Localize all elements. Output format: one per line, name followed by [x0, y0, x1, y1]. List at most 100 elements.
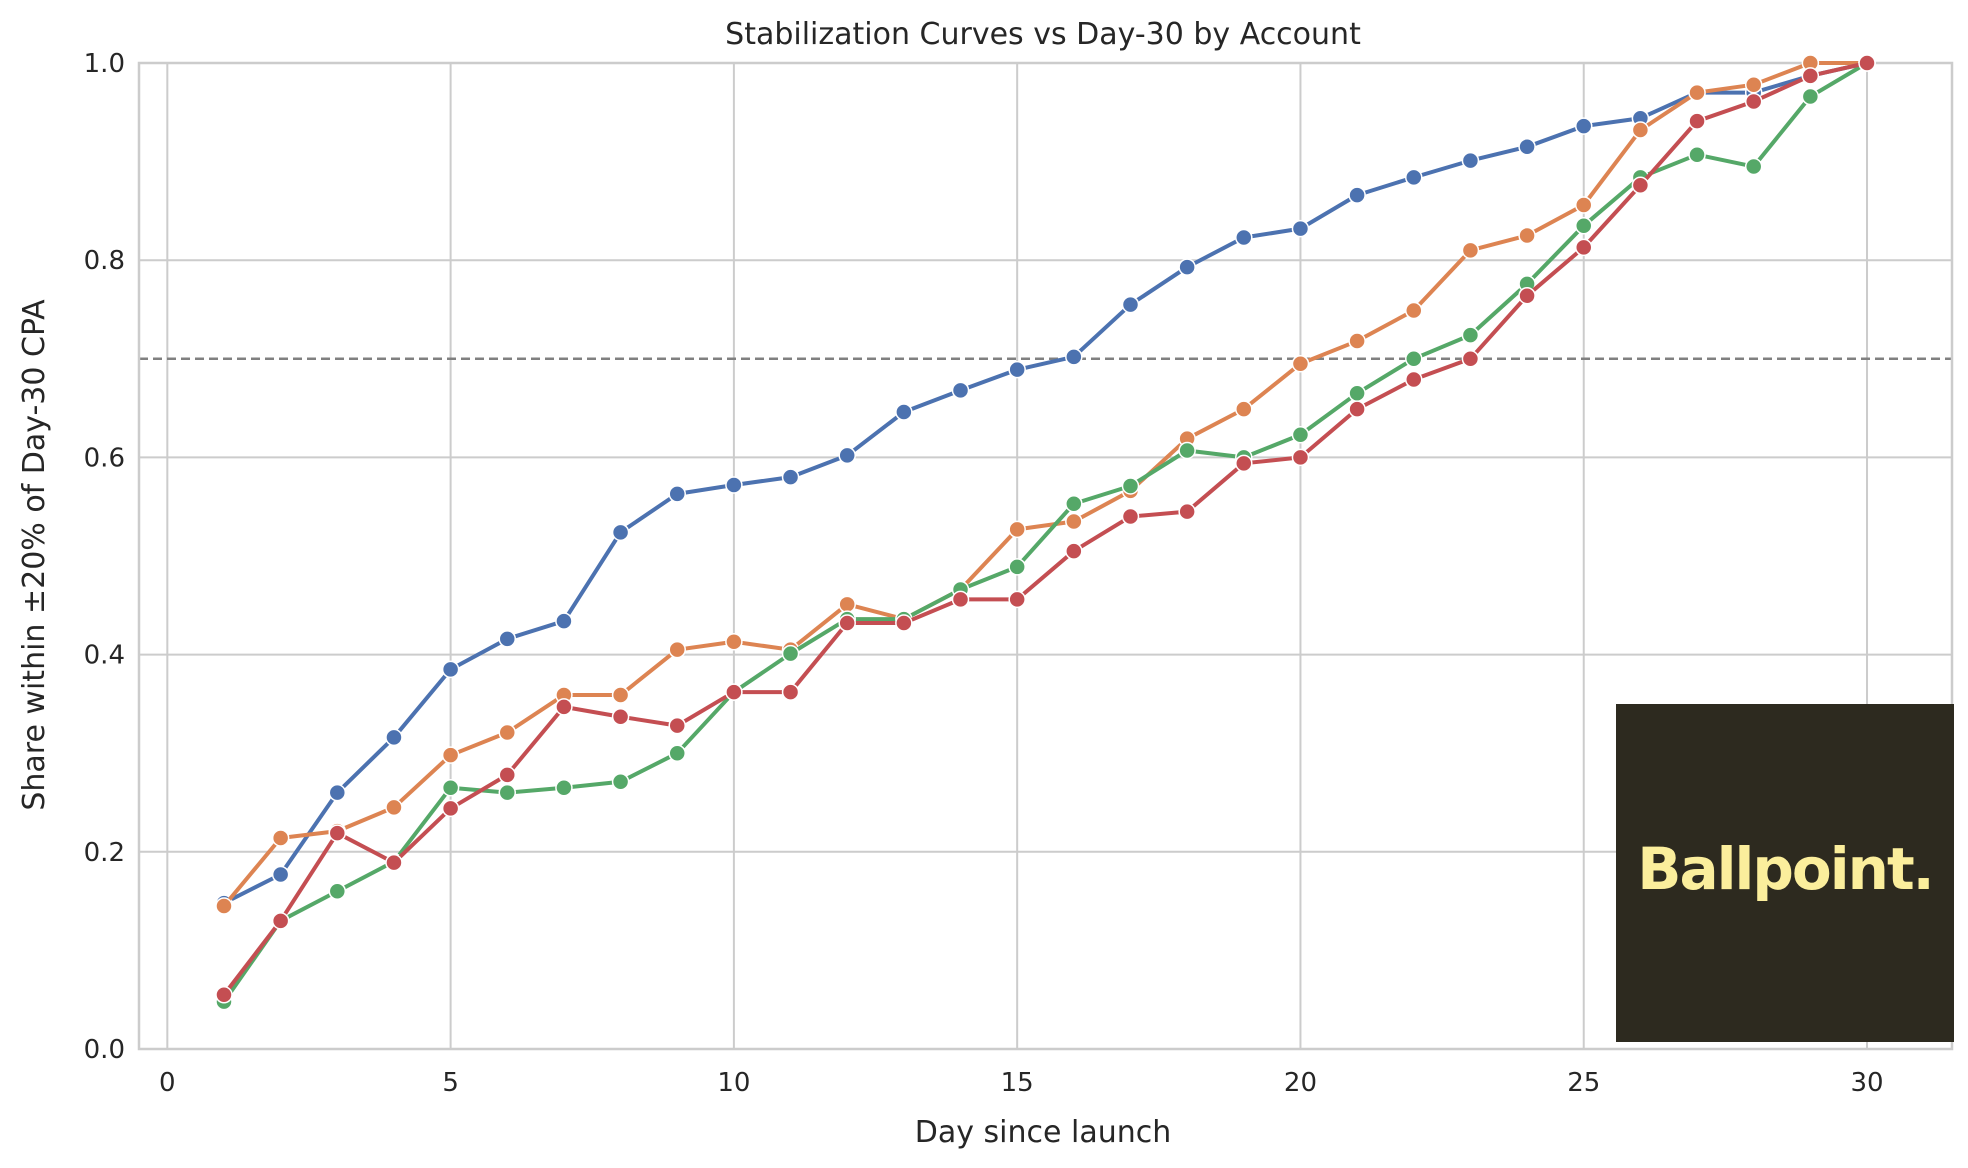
data-point	[1121, 477, 1140, 495]
data-point	[1574, 238, 1593, 257]
data-point	[1065, 512, 1083, 531]
data-point	[951, 590, 970, 609]
data-point	[1574, 117, 1593, 135]
data-point	[611, 523, 630, 542]
data-point	[1688, 145, 1706, 164]
data-point	[1121, 295, 1140, 314]
data-point	[1518, 138, 1536, 156]
series-line	[221, 61, 1870, 997]
data-point	[555, 778, 573, 797]
data-point	[1688, 112, 1706, 130]
data-point	[1008, 590, 1026, 609]
data-point	[1461, 350, 1480, 368]
chart-title: Stabilization Curves vs Day-30 by Accoun…	[725, 17, 1361, 52]
data-point	[611, 707, 630, 726]
y-tick-label: 0.8	[84, 246, 125, 276]
data-point	[611, 686, 630, 704]
data-point	[328, 824, 347, 842]
data-point	[1801, 87, 1820, 106]
data-point	[271, 912, 290, 930]
data-point	[668, 485, 686, 503]
data-point	[1235, 228, 1253, 247]
data-point	[1348, 384, 1366, 403]
data-point	[781, 468, 800, 486]
data-point	[1291, 425, 1310, 444]
logo-background	[1616, 704, 1954, 1042]
data-point	[725, 633, 743, 651]
x-tick-label: 25	[1567, 1068, 1600, 1098]
data-point	[441, 660, 460, 679]
data-point	[385, 728, 403, 747]
x-tick-label: 0	[159, 1068, 176, 1098]
data-point	[1801, 67, 1820, 85]
data-point	[781, 644, 800, 663]
data-point	[215, 986, 233, 1004]
plot-frame	[137, 61, 1954, 1051]
x-tick-label: 30	[1850, 1068, 1883, 1098]
y-tick-label: 0.6	[84, 443, 125, 473]
data-point	[555, 698, 573, 716]
data-point	[1348, 332, 1366, 350]
x-tick-label: 15	[1001, 1068, 1034, 1098]
data-point	[498, 723, 517, 742]
data-point	[895, 614, 913, 632]
data-point	[1518, 226, 1536, 245]
data-point	[1065, 348, 1083, 366]
data-point	[498, 783, 517, 802]
data-point	[1065, 494, 1083, 513]
data-point	[1461, 151, 1480, 170]
data-point	[1178, 441, 1196, 460]
data-point	[1461, 326, 1480, 344]
y-tick-label: 0.0	[84, 1035, 125, 1065]
x-tick-label: 10	[717, 1068, 750, 1098]
data-point	[838, 446, 856, 465]
data-point	[1744, 92, 1763, 111]
data-point	[1574, 196, 1593, 214]
data-point	[725, 476, 743, 494]
data-point	[1405, 370, 1423, 389]
data-point	[1631, 176, 1650, 195]
data-point	[1348, 186, 1366, 204]
series-layer	[215, 54, 1876, 1011]
data-point	[385, 853, 403, 872]
y-tick-label: 1.0	[84, 49, 125, 79]
data-point	[781, 683, 800, 701]
data-point	[1461, 241, 1480, 260]
data-point	[1178, 258, 1196, 276]
data-point	[1858, 54, 1876, 72]
data-point	[328, 882, 347, 900]
data-point	[1518, 286, 1536, 305]
x-tick-label: 5	[442, 1068, 459, 1098]
y-tick-label: 0.4	[84, 641, 125, 671]
data-point	[1405, 350, 1423, 368]
data-point	[1405, 301, 1423, 320]
data-point	[1688, 83, 1706, 102]
data-point	[498, 766, 517, 784]
data-point	[271, 865, 290, 884]
x-tick-label: 20	[1284, 1068, 1317, 1098]
data-point	[1008, 558, 1026, 576]
data-point	[1235, 400, 1253, 418]
data-point	[1744, 75, 1763, 94]
data-point	[215, 897, 233, 915]
series-line	[221, 61, 1870, 909]
data-point	[1008, 360, 1026, 379]
data-point	[1235, 454, 1253, 473]
data-point	[1291, 448, 1310, 467]
data-point	[1008, 520, 1026, 539]
data-point	[1574, 216, 1593, 235]
data-point	[838, 595, 856, 614]
data-point	[441, 799, 460, 818]
data-point	[441, 746, 460, 764]
data-point	[895, 403, 913, 421]
data-point	[1121, 507, 1140, 526]
series-line	[221, 61, 1870, 906]
y-axis-label: Share within ±20% of Day-30 CPA	[17, 299, 52, 811]
tick-layer: 0 5 10 15 20 25 30 0.0 0.2 0.4 0.6 0.8 1.0	[84, 49, 1884, 1098]
data-point	[271, 829, 290, 847]
data-point	[498, 630, 517, 648]
x-axis-label: Day since launch	[915, 1115, 1172, 1150]
ballpoint-logo: Ballpoint.	[1616, 704, 1954, 1042]
data-point	[838, 614, 856, 632]
